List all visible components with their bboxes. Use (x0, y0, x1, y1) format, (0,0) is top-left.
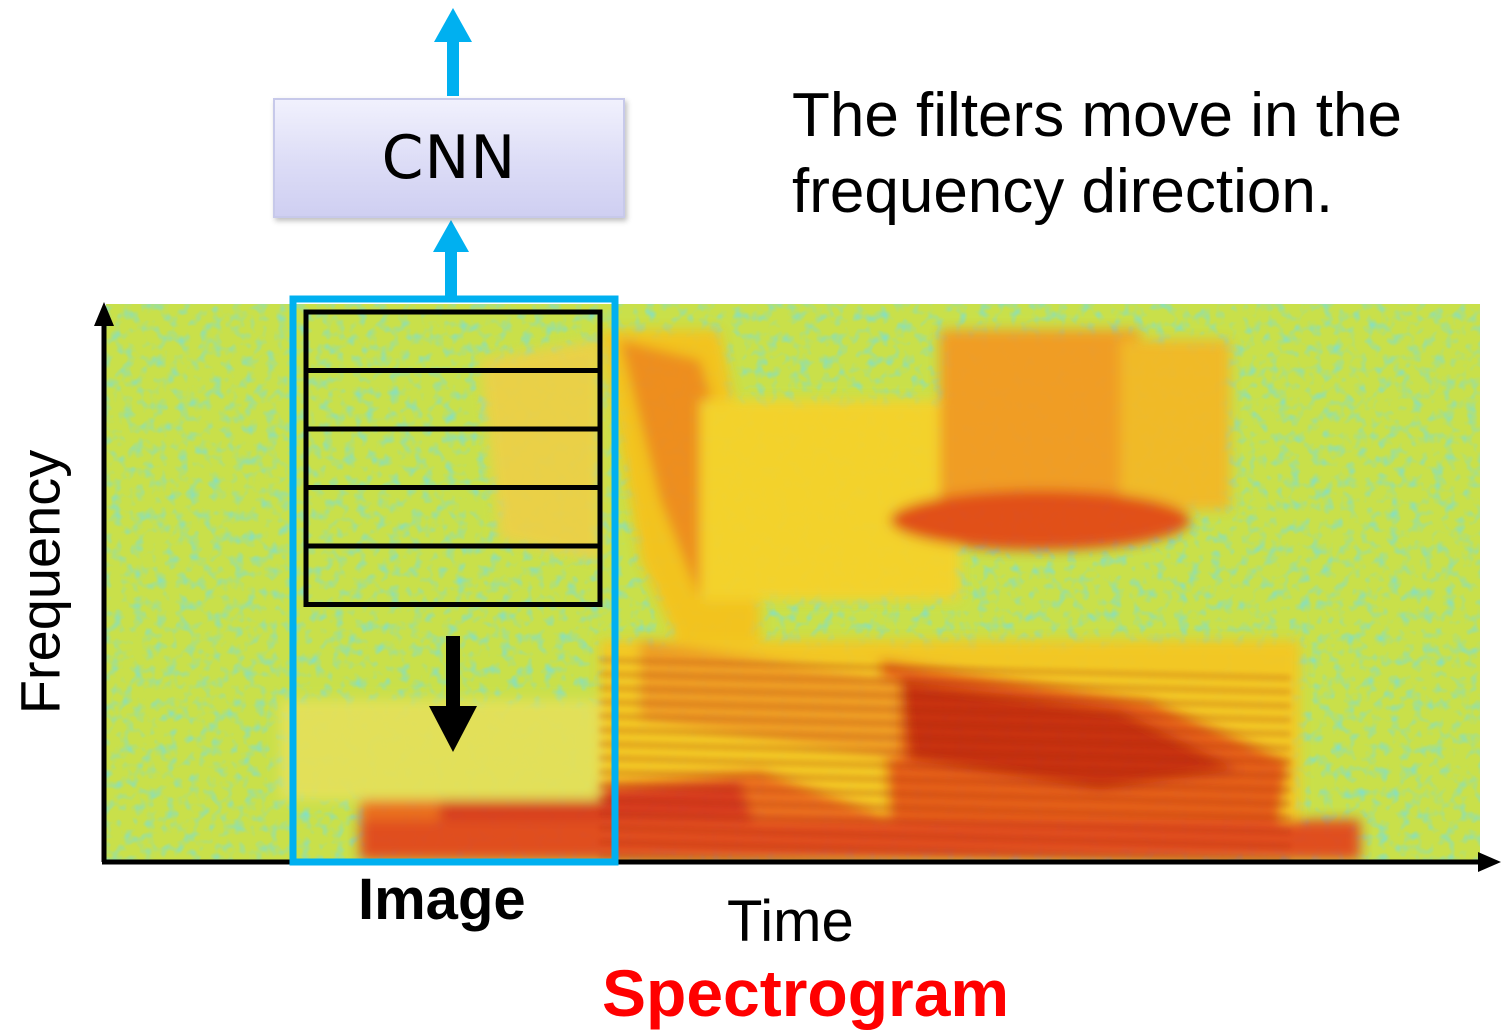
x-axis-arrowhead (1478, 852, 1501, 872)
filter-move-down-arrow (429, 636, 477, 752)
cnn-output-arrow (434, 8, 472, 96)
caption-text: The filters move in the frequency direct… (792, 81, 1402, 226)
input-window-frame (289, 295, 619, 866)
cnn-label: CNN (381, 123, 517, 193)
filter-stack (303, 309, 603, 607)
y-axis-arrowhead (94, 302, 114, 326)
image-label: Image (358, 867, 526, 932)
time-axis-label: Time (727, 889, 854, 954)
filter-5 (303, 543, 603, 607)
spectrogram-image (106, 304, 1480, 860)
spectrogram-title: Spectrogram (602, 956, 1010, 1030)
frequency-axis-label: Frequency (8, 449, 72, 715)
cnn-box: CNN (273, 98, 625, 218)
window-to-cnn-arrow (433, 220, 469, 296)
